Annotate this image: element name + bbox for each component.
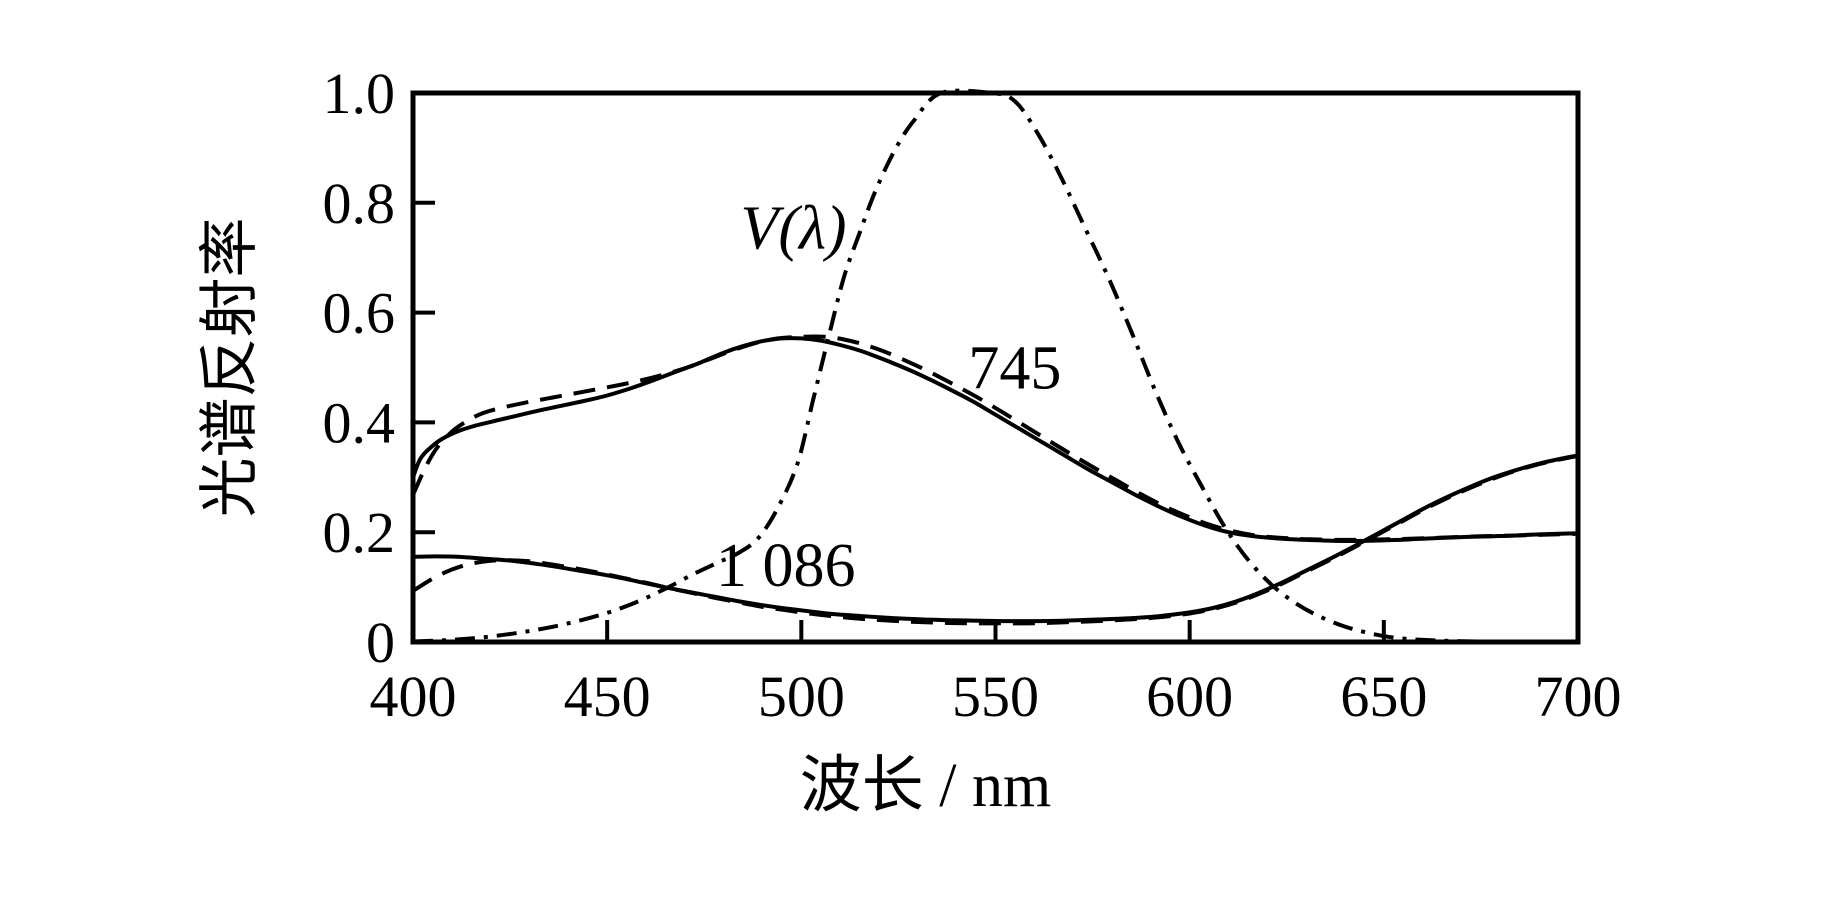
x-tick-label-650: 650 <box>1340 664 1427 729</box>
x-axis-title: 波长 / nm <box>800 752 1051 820</box>
y-tick-label-1.0: 1.0 <box>323 61 396 126</box>
x-tick-label-600: 600 <box>1146 664 1233 729</box>
annotation-745-label: 745 <box>968 335 1061 403</box>
y-tick-label-0.2: 0.2 <box>323 500 396 565</box>
y-tick-label-0.8: 0.8 <box>323 171 396 236</box>
axis-ticks <box>413 200 1386 642</box>
x-tick-label-700: 700 <box>1535 664 1622 729</box>
curve-annotations: V(λ) 745 1 086 <box>716 195 1061 601</box>
y-tick-label-0.4: 0.4 <box>323 390 396 455</box>
plot-area: 400 450 500 550 600 650 700 0 0.2 0.4 0.6 0.8 1.0 V(… <box>197 61 1622 820</box>
y-axis-title: 光谱反射率 <box>197 218 263 518</box>
axis-tick-labels: 400 450 500 550 600 650 700 0 0.2 0.4 0.6 0.8 1.0 <box>323 61 1622 729</box>
x-tick-label-450: 450 <box>564 664 651 729</box>
y-tick-label-0.6: 0.6 <box>323 281 396 346</box>
y-tick-label-0: 0 <box>366 610 395 675</box>
annotation-1086-label: 1 086 <box>716 532 856 600</box>
x-tick-label-550: 550 <box>952 664 1039 729</box>
x-tick-label-500: 500 <box>758 664 845 729</box>
series-1086-dashed <box>411 453 1579 626</box>
annotation-v-lambda-label: V(λ) <box>741 195 847 263</box>
x-tick-label-400: 400 <box>370 664 457 729</box>
series-745-dashed <box>411 334 1579 542</box>
data-series <box>411 88 1579 644</box>
